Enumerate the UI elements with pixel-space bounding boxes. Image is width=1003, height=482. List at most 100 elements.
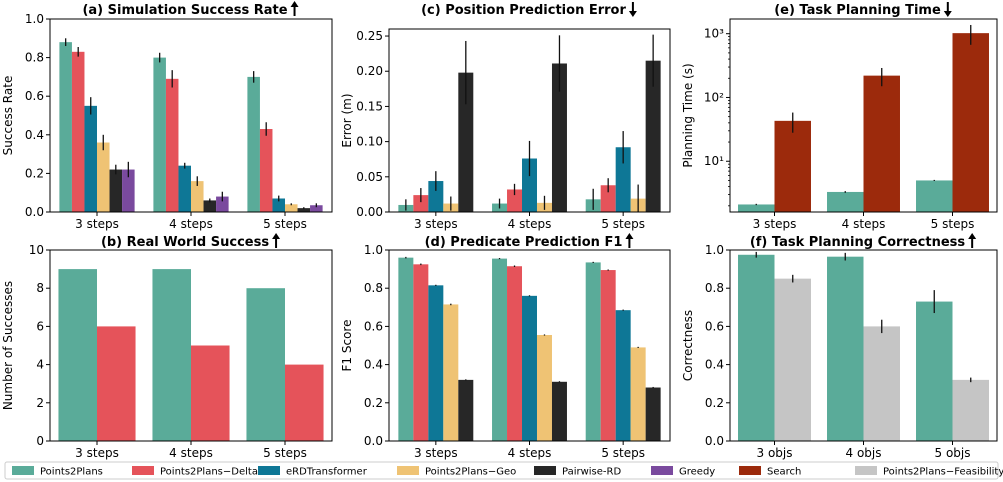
legend-label: Points2Plans−Delta	[160, 467, 258, 478]
legend-swatch-search	[739, 466, 761, 475]
chart-panel-c: 0.00 0.05 0.10 0.15 0.20 0.25 3 steps 4 steps 5 …	[340, 2, 671, 231]
arrow-head	[968, 233, 977, 239]
arrow-up-icon	[968, 233, 977, 248]
y-tick-label: 10	[29, 243, 44, 257]
y-tick-label: 2	[36, 396, 44, 410]
y-tick-label: 0.8	[364, 281, 383, 295]
legend-swatch-points2plans	[12, 466, 34, 475]
y-tick-label: 0.6	[364, 319, 383, 333]
bar-points2plans-1	[58, 269, 97, 441]
x-tick-label: 4 steps	[169, 217, 213, 231]
bar-points2plans-delta-1	[413, 264, 429, 441]
bar-points2plans-1	[738, 204, 775, 212]
arrow-down-icon	[943, 2, 952, 17]
bar-points2plans-geo-1	[97, 142, 110, 212]
bar-points2plans-3	[246, 288, 285, 441]
chart-panel-d: 0.0 0.2 0.4 0.6 0.8 1.0 3 steps 4 steps 5 steps F…	[340, 233, 671, 460]
bar-points2plans-delta-1	[413, 195, 429, 212]
bar-points2plans-delta-2	[507, 189, 523, 212]
bar-erdtransformer-2	[522, 158, 537, 212]
arrow-head	[625, 233, 634, 239]
y-axis-label: Error (m)	[340, 93, 354, 147]
bar-erdtransformer-2	[522, 295, 537, 441]
bar-pairwise-rd-3	[645, 387, 661, 441]
bar-points2plans-2	[153, 57, 166, 212]
y-tick-label: 0.0	[25, 205, 44, 219]
bar-erdtransformer-2	[178, 165, 191, 212]
y-tick-label: 0.10	[356, 135, 383, 149]
bar-pairwise-rd-1	[458, 379, 474, 441]
bar-points2plans-delta-2	[191, 345, 230, 441]
bar-points2plans-2	[827, 256, 864, 441]
y-tick-label: 0.6	[705, 319, 724, 333]
y-axis-label: Planning Time (s)	[681, 63, 695, 167]
x-tick-label: 5 objs	[935, 446, 971, 460]
bar-search-3	[952, 33, 989, 212]
arrow-head	[272, 233, 281, 239]
x-tick-label: 3 steps	[414, 217, 458, 231]
chart-panel-a: 0.0 0.2 0.4 0.6 0.8 1.0 3 steps 4 steps 5 steps S…	[1, 1, 333, 231]
bars-e	[738, 24, 989, 212]
y-axis-label: Correctness	[681, 310, 695, 381]
y-axis-label: F1 Score	[340, 320, 354, 372]
arrow-head	[943, 11, 952, 17]
bar-pairwise-rd-2	[551, 381, 567, 441]
bar-points2plans-delta-2	[165, 78, 179, 212]
bar-points2plans-delta-3	[259, 129, 273, 212]
arrow-up-icon	[290, 1, 299, 16]
arrow-up-icon	[625, 233, 634, 248]
bar-pairwise-rd-2	[551, 63, 567, 212]
bar-points2plans-3	[916, 301, 953, 441]
bar-points2plans-2	[492, 258, 508, 441]
y-tick-label: 6	[36, 319, 44, 333]
y-tick-label: 0.25	[356, 29, 383, 43]
bar-points2plans-delta-1	[71, 51, 85, 213]
bar-points2plans-geo-3	[630, 347, 646, 441]
bar-points2plans-geo-2	[191, 181, 204, 212]
bar-greedy-1	[122, 169, 135, 212]
bar-points2plans-1	[738, 254, 775, 441]
bar-points2plans-2	[827, 191, 864, 212]
x-tick-label: 4 objs	[846, 446, 882, 460]
x-tick-label: 5 steps	[263, 446, 307, 460]
bar-erdtransformer-1	[428, 181, 444, 212]
panel-title: (f) Task Planning Correctness	[750, 235, 966, 250]
y-tick-label: 0.8	[25, 51, 44, 65]
bar-erdtransformer-3	[615, 147, 631, 212]
y-tick-label: 0.0	[705, 434, 724, 448]
chart-panel-f: 0.0 0.2 0.4 0.6 0.8 1.0 3 objs 4 objs 5 objs Corr…	[681, 233, 998, 460]
bar-search-2	[863, 75, 900, 212]
y-tick-label: 0.4	[25, 128, 44, 142]
x-tick-label: 4 steps	[169, 446, 213, 460]
bar-pairwise-rd-3	[297, 208, 311, 212]
bar-pairwise-rd-2	[203, 200, 217, 212]
bar-pairwise-rd-1	[458, 72, 474, 212]
y-tick-label: 10²	[704, 90, 724, 104]
x-tick-label: 5 steps	[263, 217, 307, 231]
x-tick-label: 4 steps	[508, 446, 552, 460]
y-tick-label: 0	[36, 434, 44, 448]
panel-title: (d) Predicate Prediction F1	[425, 235, 623, 250]
legend-swatch-points2plans-geo	[397, 466, 419, 475]
bar-points2plans-3	[585, 262, 601, 441]
x-tick-label: 3 steps	[75, 446, 119, 460]
y-tick-label: 4	[36, 358, 44, 372]
x-tick-label: 5 steps	[601, 217, 645, 231]
legend-label: Search	[767, 467, 801, 478]
bar-points2plans-1	[59, 42, 72, 212]
legend-label: eRDTransformer	[286, 467, 368, 478]
legend-swatch-erdtransformer	[258, 466, 280, 475]
bar-points2plans-3	[916, 180, 953, 212]
bar-points2plans-2	[152, 269, 191, 441]
x-tick-label: 3 objs	[757, 446, 793, 460]
legend-swatch-greedy	[651, 466, 673, 475]
y-tick-label: 1.0	[705, 243, 724, 257]
legend-swatch-points2plans-feasibility	[855, 466, 877, 475]
legend-label: Points2Plans	[40, 467, 103, 478]
bar-erdtransformer-1	[84, 105, 97, 212]
chart-panel-b: 0 2 4 6 8 10 3 steps 4 steps 5 steps Number of Su…	[1, 233, 333, 460]
y-tick-label: 0.20	[356, 64, 383, 78]
bars-b	[58, 269, 324, 441]
bar-points2plans-delta-3	[600, 185, 616, 212]
